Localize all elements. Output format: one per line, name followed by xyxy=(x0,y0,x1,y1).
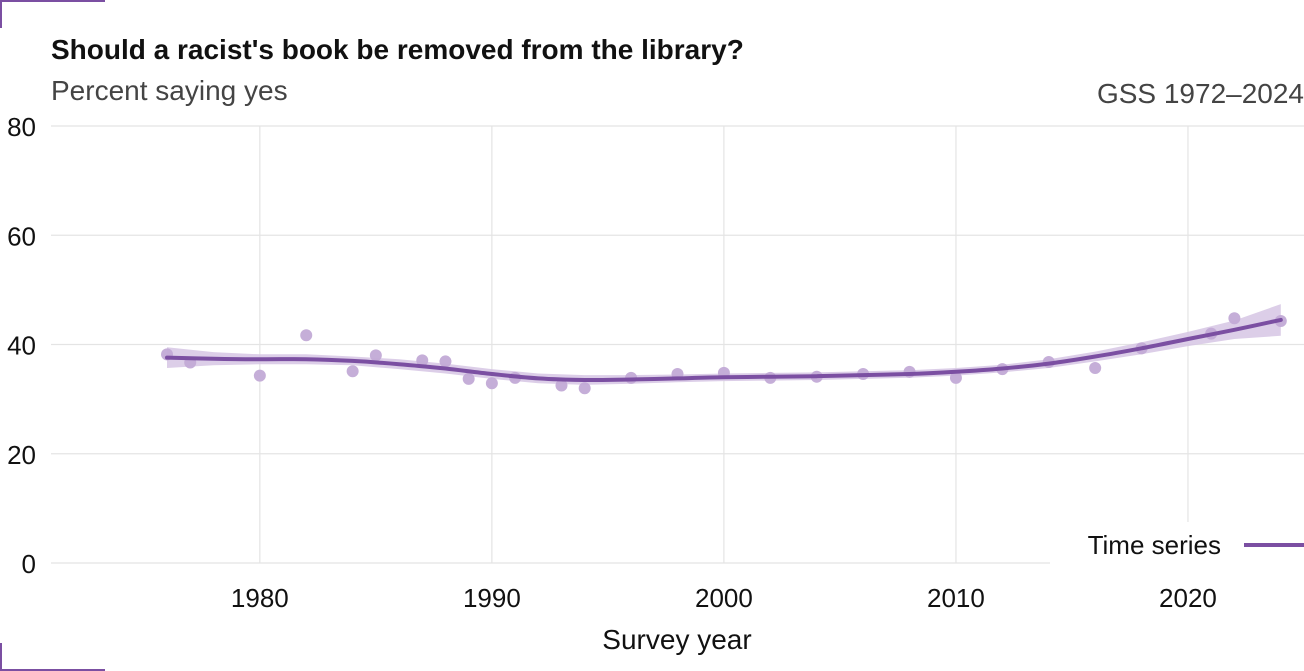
grid-lines xyxy=(51,125,1304,564)
data-point-1980 xyxy=(253,369,266,382)
x-tick-label-2010: 2010 xyxy=(927,583,985,613)
legend-label: Time series xyxy=(1088,530,1221,560)
legend: Time series xyxy=(1050,522,1304,570)
y-tick-label-60: 60 xyxy=(7,221,36,251)
x-tick-label-1980: 1980 xyxy=(231,583,289,613)
y-tick-label-20: 20 xyxy=(7,440,36,470)
data-point-2016 xyxy=(1089,361,1102,374)
data-point-1988 xyxy=(439,355,452,368)
trend-lines xyxy=(165,317,1283,383)
corner-mark-top-h xyxy=(0,0,105,2)
chart-source: GSS 1972–2024 xyxy=(1096,78,1304,109)
y-tick-label-40: 40 xyxy=(7,331,36,361)
corner-mark-top-v xyxy=(0,0,2,28)
data-point-1987 xyxy=(416,354,429,367)
chart-title: Should a racist's book be removed from t… xyxy=(51,34,744,65)
corner-mark-bottom-v xyxy=(0,643,2,671)
data-point-2010 xyxy=(949,371,962,384)
x-tick-labels: 1980 1990 2000 2010 2020 xyxy=(231,583,1217,613)
data-point-1993 xyxy=(555,379,568,392)
y-tick-label-0: 0 xyxy=(22,549,36,579)
data-point-1989 xyxy=(462,372,475,385)
x-tick-label-2000: 2000 xyxy=(695,583,753,613)
corner-mark-bottom-h xyxy=(0,669,105,671)
data-point-1985 xyxy=(369,349,382,362)
data-point-1984 xyxy=(346,365,359,378)
x-axis-label: Survey year xyxy=(602,624,751,655)
data-point-1982 xyxy=(300,329,313,342)
data-point-1990 xyxy=(485,377,498,390)
x-tick-label-1990: 1990 xyxy=(463,583,521,613)
chart-subtitle: Percent saying yes xyxy=(51,75,288,106)
data-point-1994 xyxy=(578,382,591,395)
data-point-2022 xyxy=(1228,312,1241,325)
trend-line-0 xyxy=(165,317,1283,383)
y-tick-labels: 0 20 40 60 80 xyxy=(7,112,36,579)
x-tick-label-2020: 2020 xyxy=(1159,583,1217,613)
y-tick-label-80: 80 xyxy=(7,112,36,142)
